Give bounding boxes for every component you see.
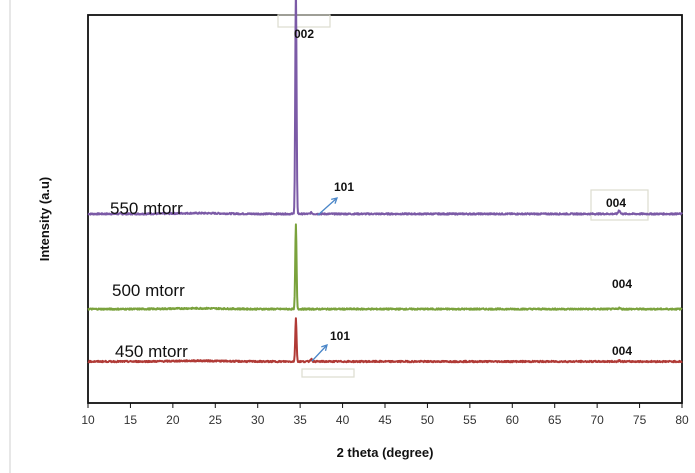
peak-index-label: 002 xyxy=(294,27,314,41)
peak-index-label: 004 xyxy=(612,277,632,291)
peak-index-label: 004 xyxy=(612,344,632,358)
x-tick-label: 20 xyxy=(166,413,180,427)
series-group xyxy=(87,0,683,364)
x-axis: 10 15 20 25 30 35 40 45 50 55 60 65 70 75 80 xyxy=(81,403,689,427)
peak-labels: 550 mtorr 500 mtorr 450 mtorr 002 101 004 004 1… xyxy=(110,27,632,362)
x-tick-label: 40 xyxy=(336,413,350,427)
annotation-boxes xyxy=(277,14,649,378)
series-name-label: 500 mtorr xyxy=(112,281,185,300)
x-tick-label: 25 xyxy=(209,413,223,427)
arrow-line xyxy=(311,344,328,362)
series-name-label: 550 mtorr xyxy=(110,199,183,218)
x-tick-label: 55 xyxy=(463,413,477,427)
annotation-box xyxy=(301,368,355,378)
x-tick-label: 80 xyxy=(675,413,689,427)
x-tick-label: 60 xyxy=(506,413,520,427)
x-tick-label: 35 xyxy=(293,413,307,427)
x-tick-label: 50 xyxy=(421,413,435,427)
series-line xyxy=(87,0,683,216)
annotation-box xyxy=(277,14,331,28)
y-axis-title: Intensity (a.u) xyxy=(37,177,52,262)
x-tick-label: 30 xyxy=(251,413,265,427)
arrow-line xyxy=(317,197,338,216)
x-tick-label: 45 xyxy=(378,413,392,427)
peak-index-label: 004 xyxy=(606,196,626,210)
series-line xyxy=(87,317,683,364)
annotation-box xyxy=(590,189,649,221)
series-line xyxy=(87,223,683,311)
x-tick-label: 10 xyxy=(81,413,95,427)
x-tick-label: 75 xyxy=(633,413,647,427)
x-axis-title: 2 theta (degree) xyxy=(337,445,434,460)
x-tick-label: 15 xyxy=(124,413,138,427)
x-tick-label: 70 xyxy=(590,413,604,427)
x-tick-label: 65 xyxy=(548,413,562,427)
peak-index-label: 101 xyxy=(334,180,354,194)
arrow-head xyxy=(331,197,339,204)
arrow-head xyxy=(321,344,328,351)
peak-index-label: 101 xyxy=(330,329,350,343)
series-name-label: 450 mtorr xyxy=(115,342,188,361)
